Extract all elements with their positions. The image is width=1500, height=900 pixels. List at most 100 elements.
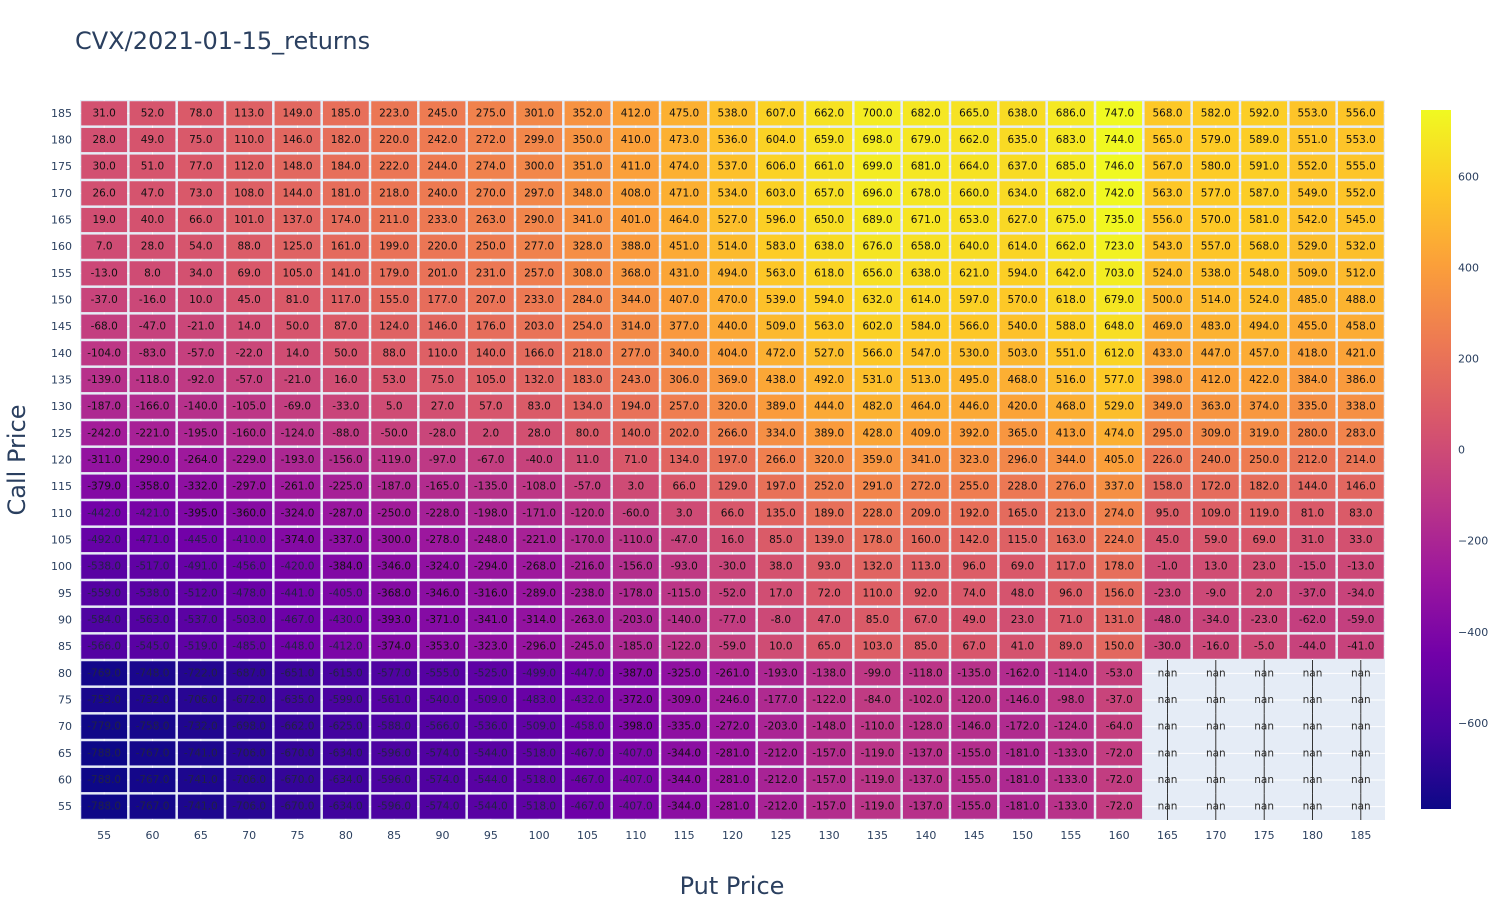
heatmap-cell-label: 110.0 [427,347,457,359]
heatmap-cell [661,687,708,713]
heatmap-cell-label: -72.0 [1106,801,1133,813]
heatmap-cell [854,607,901,633]
heatmap-cell [1096,607,1143,633]
heatmap-cell [902,181,949,206]
heatmap-cell-label: 568.0 [1249,241,1279,253]
heatmap-cell [999,661,1046,686]
heatmap-cell-label: 637.0 [1007,161,1037,173]
heatmap-cell-label: 594.0 [1007,267,1037,279]
heatmap-cell-label: -670.0 [281,774,315,786]
heatmap-cell-label: 88.0 [237,241,260,253]
heatmap-cell [1096,767,1143,793]
heatmap-cell [999,687,1046,713]
heatmap-cell-label: -120.0 [571,507,605,519]
heatmap-cell-label: -193.0 [281,454,315,466]
heatmap-cell [1337,207,1384,233]
heatmap-cell-label: -5.0 [1254,641,1275,653]
heatmap-cell [1241,234,1288,259]
heatmap-cell-label: 110.0 [862,587,892,599]
heatmap-cell [274,101,321,126]
heatmap-cell-label: -536.0 [474,721,508,733]
heatmap-cell-label: 472.0 [766,347,796,359]
heatmap-cell-label: 540.0 [1007,321,1037,333]
heatmap-cell-label: 398.0 [1152,374,1182,386]
heatmap-cell [322,154,369,179]
heatmap-cell-label: 464.0 [911,401,941,413]
heatmap-cell [516,607,563,633]
heatmap-cell [806,234,853,259]
heatmap-cell-label: 656.0 [862,267,892,279]
heatmap-cell-label: 678.0 [911,187,941,199]
heatmap-cell [322,581,369,606]
heatmap-cell [419,794,466,819]
heatmap-cell-label: 513.0 [911,374,941,386]
heatmap-cell-label: -492.0 [87,534,121,546]
heatmap-cell [1289,367,1336,393]
heatmap-cell-label: -296.0 [522,641,556,653]
heatmap-cell-label: 213.0 [1056,507,1086,519]
heatmap-cell [129,314,176,339]
heatmap-cell [467,181,514,206]
heatmap-cell-label: 140.0 [476,347,506,359]
heatmap-cell-label: 166.0 [524,347,554,359]
heatmap-cell [419,474,466,499]
heatmap-cell [1289,101,1336,126]
heatmap-cell-label: 455.0 [1297,321,1327,333]
heatmap-cell-label: -187.0 [87,401,121,413]
heatmap-cell [274,501,321,526]
heatmap-cell [1192,581,1239,606]
heatmap-cell-label: -281.0 [716,774,750,786]
heatmap-cell-label: 38.0 [769,561,792,573]
heatmap-cell-label: -135.0 [957,667,991,679]
x-tick-label: 145 [964,829,985,842]
heatmap-cell-label: 408.0 [621,187,651,199]
heatmap-cell-label: 50.0 [286,321,309,333]
heatmap-cell-label: 703.0 [1104,267,1134,279]
heatmap-cell [999,314,1046,339]
heatmap-cell [1047,687,1094,713]
y-tick-label: 155 [51,267,72,280]
heatmap-cell [226,447,273,473]
heatmap-cell-label: 134.0 [572,401,602,413]
x-tick-label: 115 [674,829,695,842]
heatmap-cell [902,127,949,153]
heatmap-cell [1337,634,1384,659]
heatmap-cell [1047,607,1094,633]
heatmap-cell [661,394,708,419]
heatmap-cell-label: -458.0 [571,721,605,733]
heatmap-cell-label: 338.0 [1346,401,1376,413]
heatmap-cell [1192,607,1239,633]
heatmap-cell [951,154,998,179]
heatmap-cell-label: 5.0 [386,401,403,413]
heatmap-cell-label: 172.0 [1201,481,1231,493]
heatmap-cell [806,314,853,339]
heatmap-cell-label: -767.0 [136,747,170,759]
heatmap-cell [564,714,611,739]
y-tick-label: 95 [58,587,72,600]
y-tick-label: 115 [51,480,72,493]
heatmap-cell [1047,661,1094,686]
heatmap-cell-label: -181.0 [1006,774,1040,786]
heatmap-cell-label: 69.0 [237,267,260,279]
heatmap-cell-label: -119.0 [861,801,895,813]
heatmap-cell-label: 556.0 [1152,214,1182,226]
heatmap-cell-label: -698.0 [232,721,266,733]
heatmap-cell-label: 67.0 [962,641,985,653]
heatmap-cell-label: 401.0 [621,214,651,226]
heatmap-cell-label: -722.0 [184,667,218,679]
heatmap-cell [757,447,804,473]
heatmap-cell [1337,314,1384,339]
heatmap-cell-label: nan [1206,801,1226,813]
heatmap-cell-label: -566.0 [87,641,121,653]
heatmap-cell [1144,474,1191,499]
heatmap-cell-label: 584.0 [911,321,941,333]
heatmap-cell-label: -92.0 [187,374,214,386]
heatmap-cell [854,767,901,793]
heatmap-cell [854,367,901,393]
heatmap-cell-label: 686.0 [1056,107,1086,119]
heatmap-cell [371,341,418,366]
heatmap-cell [951,394,998,419]
heatmap-cell-label: -407.0 [619,801,653,813]
heatmap-cell [467,234,514,259]
heatmap-cell-label: nan [1351,747,1371,759]
